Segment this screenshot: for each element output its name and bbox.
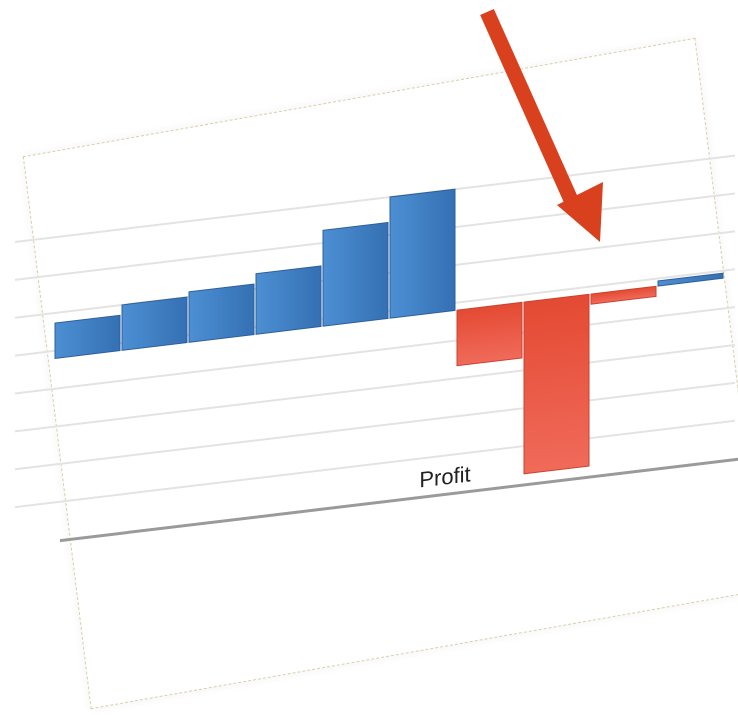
gridline	[15, 343, 735, 433]
bars	[54, 188, 724, 475]
gridline	[15, 154, 735, 244]
bar	[121, 296, 188, 351]
bar	[54, 314, 121, 359]
gridline	[15, 419, 735, 509]
bar	[389, 188, 456, 319]
bar	[188, 283, 255, 343]
x-axis-label: Profit	[419, 461, 470, 492]
gridline	[15, 306, 735, 395]
bar	[322, 221, 389, 327]
bar	[255, 265, 322, 335]
bar	[590, 285, 657, 305]
bar	[523, 293, 590, 475]
arrow-annotation	[480, 8, 603, 242]
arrow-shaft	[480, 8, 578, 204]
plot-area: Profit	[15, 154, 738, 543]
arrow-head	[557, 182, 603, 242]
gridline	[15, 381, 735, 471]
bar	[657, 272, 724, 287]
category-axis-line	[60, 457, 738, 543]
bar	[456, 301, 523, 367]
